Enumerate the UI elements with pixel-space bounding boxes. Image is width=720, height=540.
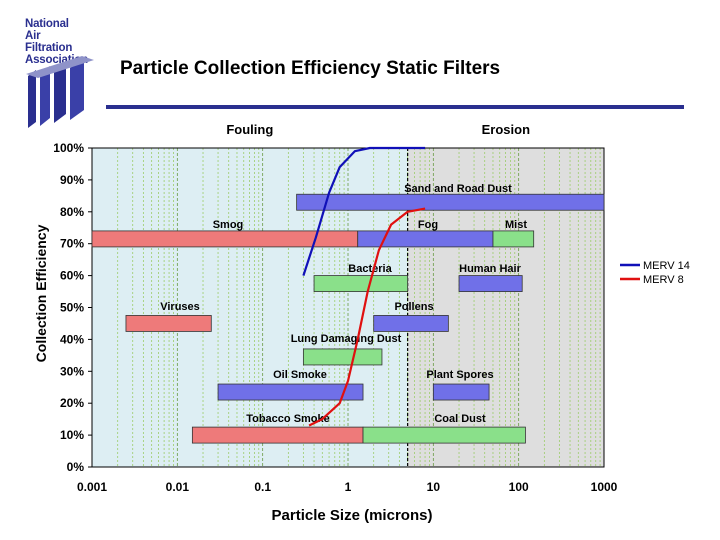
logo-line-2: Air [25, 30, 41, 42]
bar-lung-damaging-dust [302, 348, 383, 366]
bar-label-tobacco-smoke: Tobacco Smoke [246, 413, 330, 425]
curve-merv-14 [302, 146, 426, 276]
bar-label-oil-smoke: Oil Smoke [273, 369, 327, 381]
legend-label-merv-8: MERV 8 [643, 274, 684, 286]
y-tick-label: 20% [60, 396, 84, 410]
x-tick-label: 0.1 [254, 480, 271, 494]
bar-mist [492, 230, 535, 248]
bar-label-smog: Smog [213, 219, 244, 231]
bar-label-sand-and-road-dust: Sand and Road Dust [404, 183, 512, 195]
x-tick-label: 1 [345, 480, 352, 494]
bar-bacteria [313, 275, 409, 292]
y-tick-label: 10% [60, 428, 84, 442]
y-tick-label: 100% [53, 141, 84, 155]
y-tick-label: 60% [60, 269, 84, 283]
title-rule [106, 105, 684, 109]
curve-merv-8 [308, 207, 426, 427]
logo-line-1: National [25, 18, 69, 30]
bar-label-lung-damaging-dust: Lung Damaging Dust [291, 333, 402, 345]
bar-label-coal-dust: Coal Dust [434, 413, 486, 425]
bar-oil-smoke [217, 383, 364, 401]
y-tick-label: 50% [60, 301, 84, 315]
bar-plant-spores [432, 383, 490, 401]
bar-coal-dust [362, 426, 526, 444]
bar-label-human-hair: Human Hair [459, 263, 521, 275]
x-tick-label: 10 [427, 480, 441, 494]
y-tick-label: 0% [67, 460, 85, 474]
bar-human-hair [458, 275, 523, 292]
legend-label-merv-14: MERV 14 [643, 260, 690, 272]
x-axis-title: Particle Size (microns) [272, 507, 433, 524]
region-label-fouling: Fouling [226, 122, 273, 137]
x-tick-label: 100 [509, 480, 529, 494]
bar-viruses [125, 315, 212, 332]
y-tick-label: 90% [60, 173, 84, 187]
bar-sand-and-road-dust [296, 193, 605, 211]
x-tick-label: 1000 [591, 480, 618, 494]
y-axis-title: Collection Efficiency [33, 224, 49, 362]
logo-line-3: Filtration [25, 42, 73, 54]
bar-label-mist: Mist [505, 219, 527, 231]
bar-label-fog: Fog [418, 219, 438, 231]
bar-label-bacteria: Bacteria [348, 263, 392, 275]
y-tick-label: 40% [60, 332, 84, 346]
x-tick-label: 0.01 [166, 480, 190, 494]
bar-label-viruses: Viruses [160, 301, 200, 313]
bar-tobacco-smoke [191, 426, 364, 444]
y-tick-label: 80% [60, 205, 84, 219]
logo-graphic [26, 56, 94, 128]
bar-label-pollens: Pollens [394, 301, 433, 313]
nafa-logo: National Air Filtration Association [22, 18, 98, 130]
bar-fog [357, 230, 494, 248]
region-label-erosion: Erosion [482, 122, 530, 137]
bar-label-plant-spores: Plant Spores [426, 369, 493, 381]
x-tick-label: 0.001 [77, 480, 107, 494]
bar-pollens [373, 315, 449, 332]
chart-title: Particle Collection Efficiency Static Fi… [120, 58, 501, 79]
y-tick-label: 30% [60, 364, 84, 378]
y-tick-label: 70% [60, 237, 84, 251]
